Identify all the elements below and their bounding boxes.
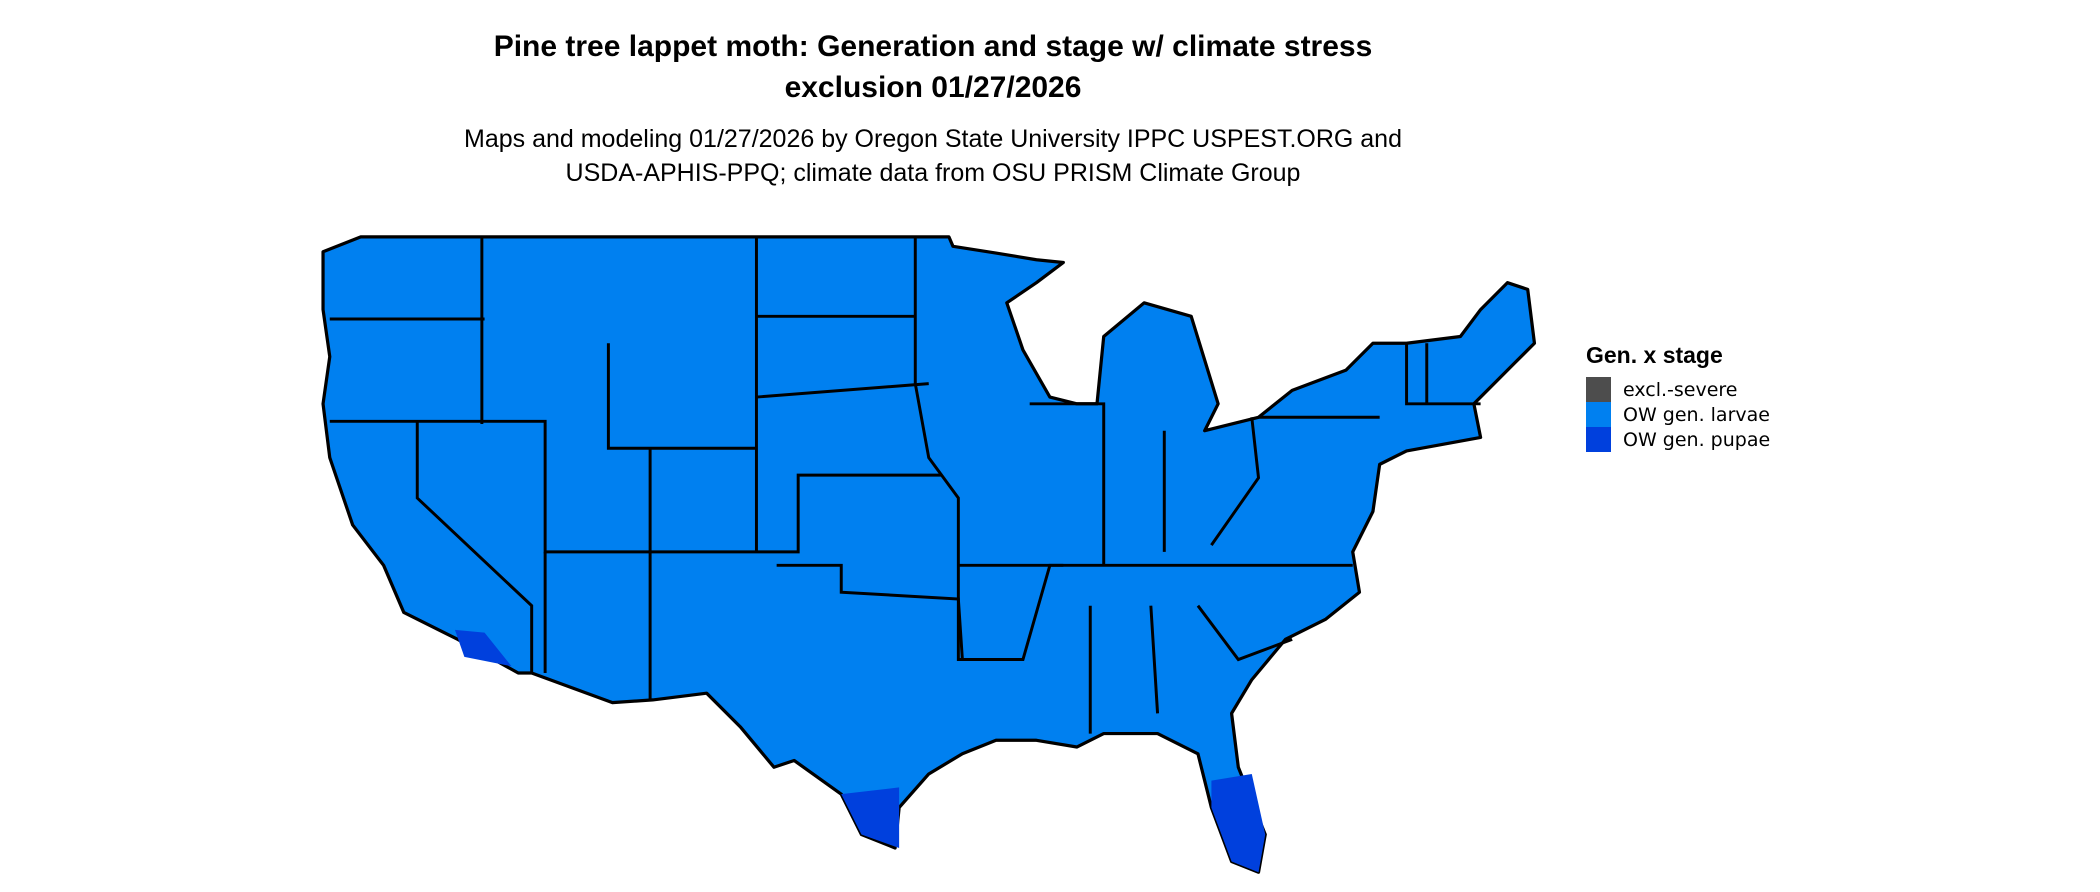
legend-title: Gen. x stage: [1586, 342, 1723, 368]
legend: Gen. x stage excl.-severe OW gen. larvae…: [1586, 342, 1770, 452]
us-larvae-region: [321, 235, 1537, 874]
legend-item-ow-pupae: OW gen. pupae: [1586, 427, 1770, 452]
title-line-2: exclusion 01/27/2026: [784, 71, 1082, 104]
subtitle-line-1: Maps and modeling 01/27/2026 by Oregon S…: [464, 125, 1402, 153]
map-title: Pine tree lappet moth: Generation and st…: [0, 26, 1866, 108]
california-pupae-region: [454, 629, 512, 667]
legend-item-excl-severe: excl.-severe: [1586, 377, 1770, 402]
map-subtitle: Maps and modeling 01/27/2026 by Oregon S…: [0, 122, 1866, 190]
legend-swatch: [1586, 402, 1611, 427]
state-borders: [329, 236, 1481, 734]
subtitle-line-2: USDA-APHIS-PPQ; climate data from OSU PR…: [565, 159, 1301, 187]
legend-label: OW gen. pupae: [1623, 428, 1771, 451]
legend-label: OW gen. larvae: [1623, 403, 1770, 426]
legend-swatch: [1586, 427, 1611, 452]
legend-label: excl.-severe: [1623, 378, 1738, 401]
title-line-1: Pine tree lappet moth: Generation and st…: [493, 30, 1373, 63]
legend-item-ow-larvae: OW gen. larvae: [1586, 402, 1770, 427]
florida-pupae-region: [1211, 773, 1266, 873]
texas-pupae-region: [841, 787, 900, 848]
legend-swatch: [1586, 377, 1611, 402]
